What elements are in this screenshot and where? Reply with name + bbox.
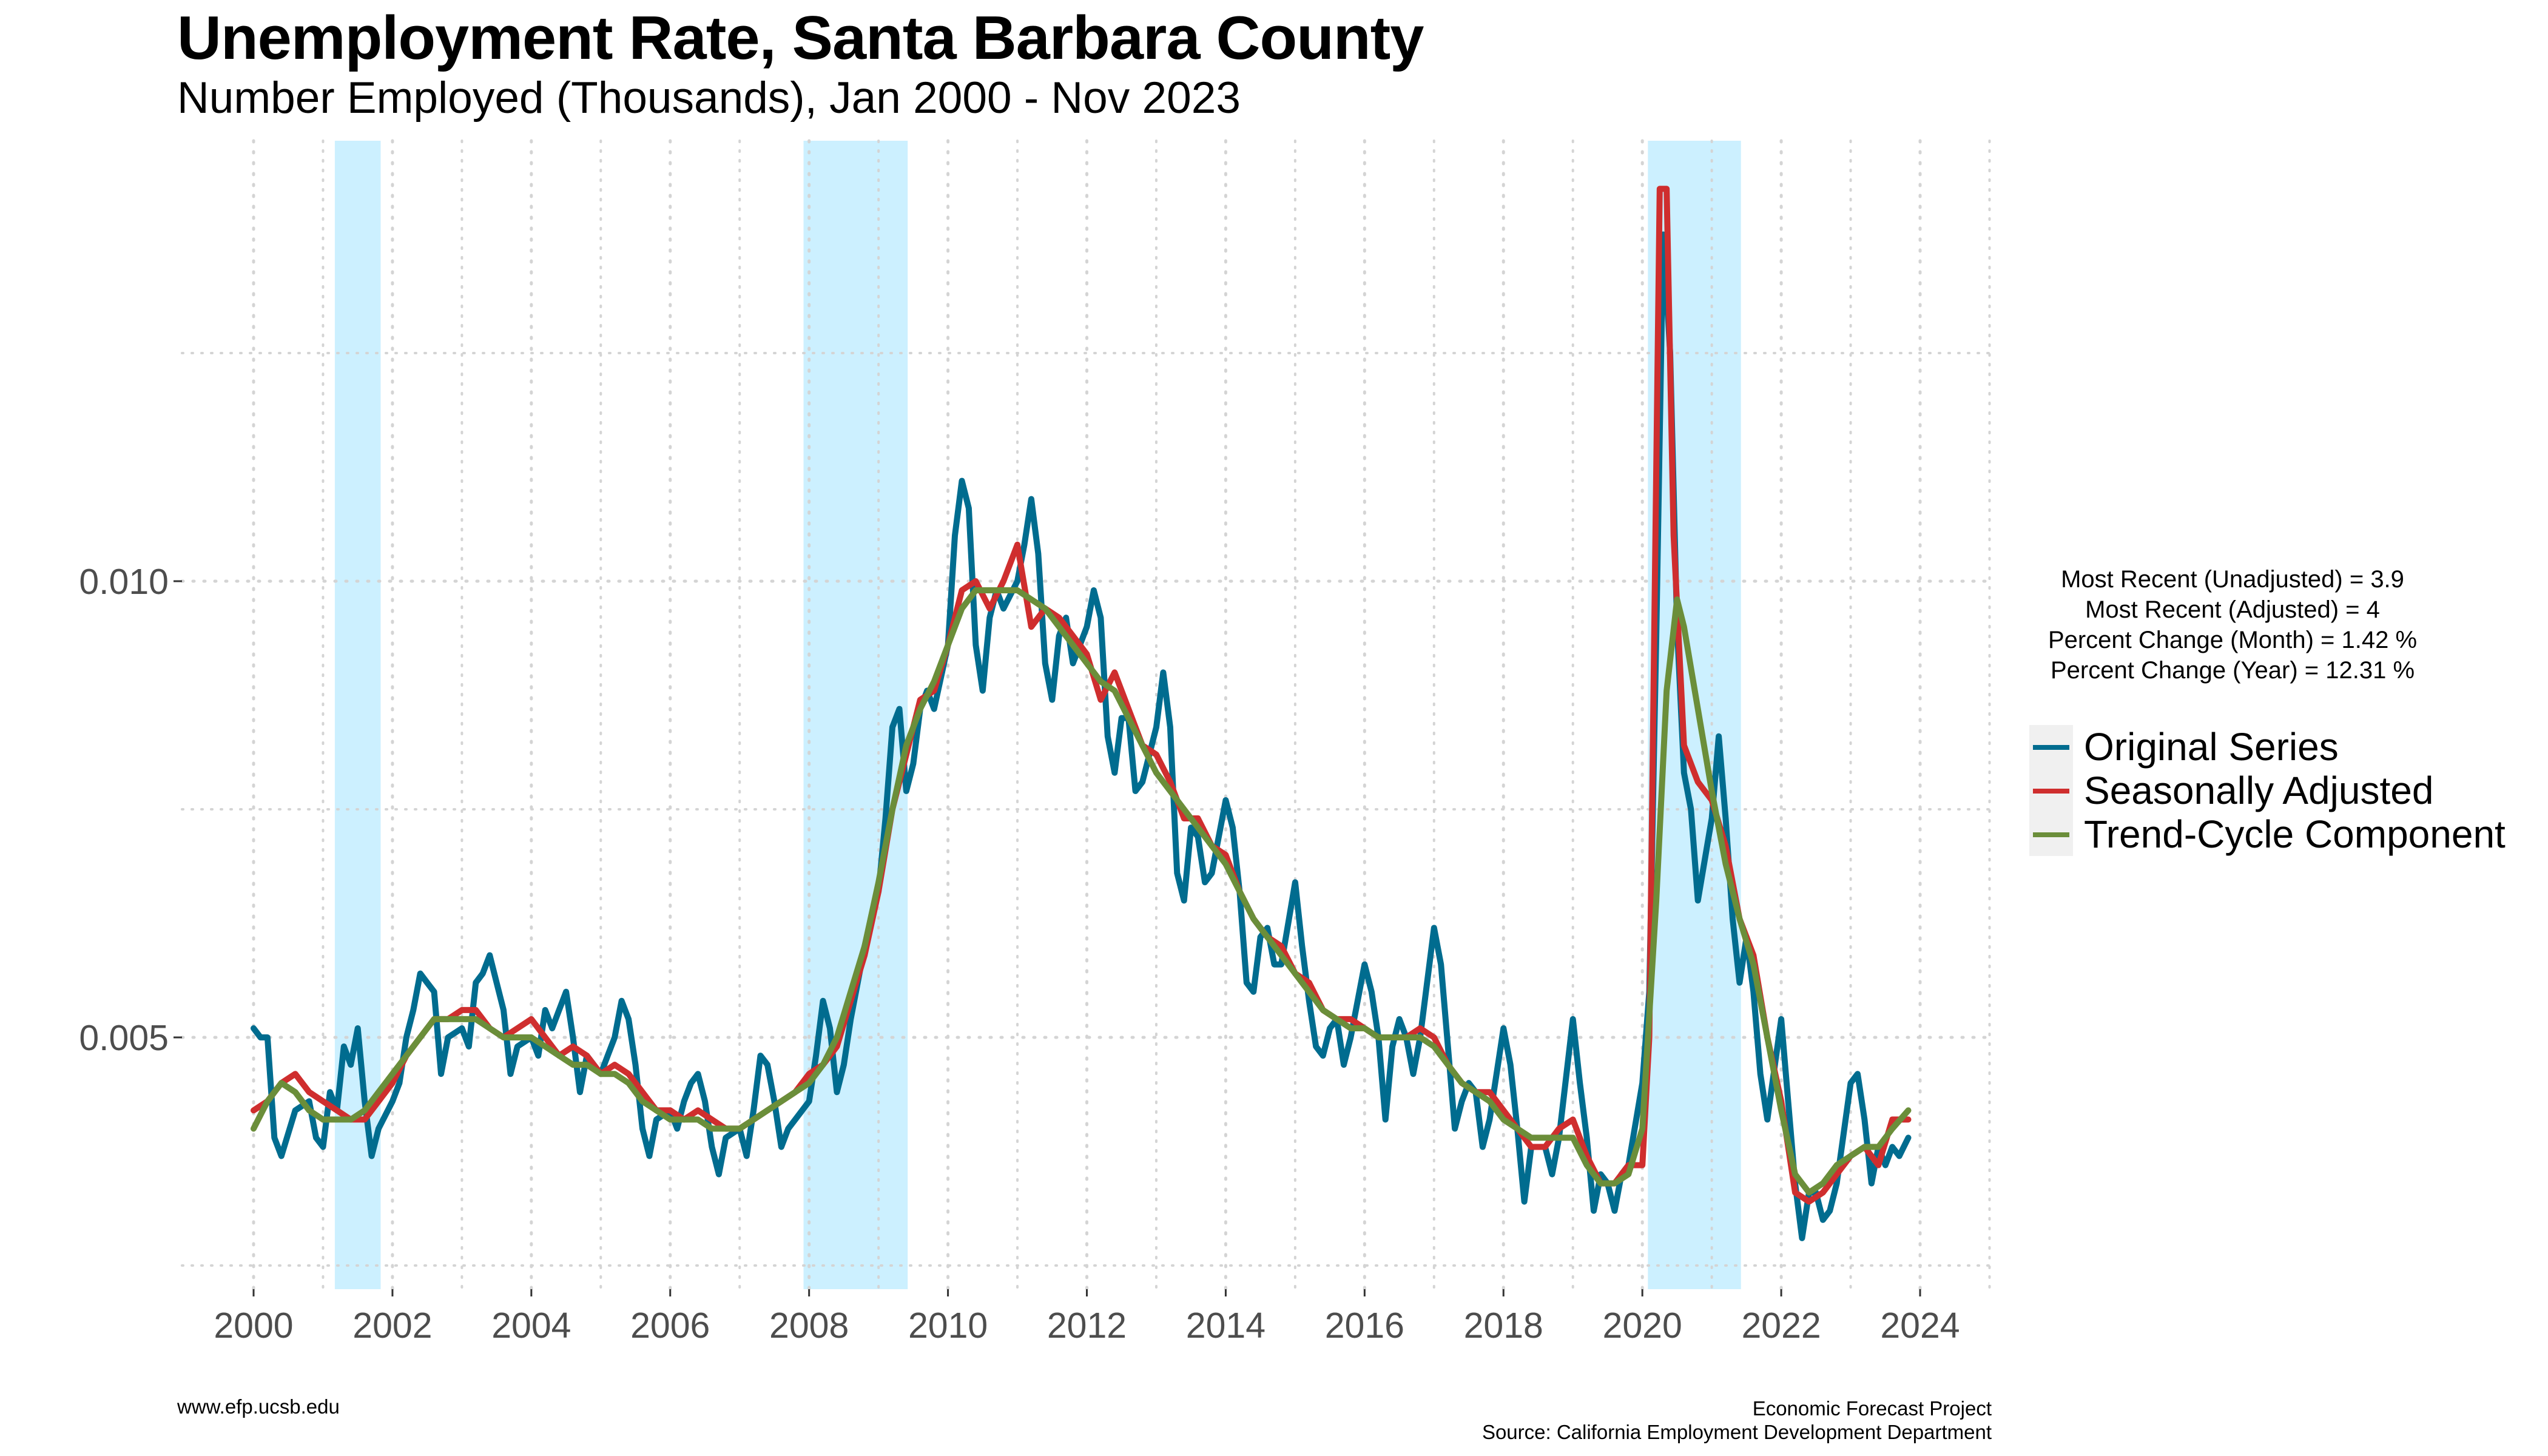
x-tick-label: 2008 <box>769 1306 849 1346</box>
footer-source: Economic Forecast Project Source: Califo… <box>1482 1397 1992 1444</box>
recession-band-1 <box>803 141 908 1289</box>
x-tick-label: 2002 <box>352 1306 432 1346</box>
legend-item-original: Original Series <box>2029 725 2506 769</box>
x-tick-label: 2000 <box>214 1306 293 1346</box>
y-tick-label: 0.005 <box>79 1018 169 1058</box>
legend-label-seasonally-adjusted: Seasonally Adjusted <box>2084 769 2434 812</box>
footer-website: www.efp.ucsb.edu <box>177 1395 340 1418</box>
x-tick-label: 2016 <box>1325 1306 1404 1346</box>
x-tick-label: 2010 <box>908 1306 988 1346</box>
series-lines <box>251 186 1912 1241</box>
stat-most-recent-adjusted: Most Recent (Adjusted) = 4 <box>2085 596 2380 623</box>
x-tick-label: 2012 <box>1047 1306 1127 1346</box>
x-tick-label: 2018 <box>1464 1306 1543 1346</box>
legend-key-original <box>2029 725 2073 769</box>
stat-percent-change-year: Percent Change (Year) = 12.31 % <box>2050 657 2415 684</box>
legend-key-trend-cycle <box>2029 812 2073 856</box>
footer-org: Economic Forecast Project <box>1752 1397 1992 1420</box>
series-line-original-series <box>251 231 1912 1241</box>
chart-subtitle: Number Employed (Thousands), Jan 2000 - … <box>177 73 1241 123</box>
axes: 2000 2002 2004 2006 2008 2010 2012 2014 2016 2018… <box>79 562 1960 1346</box>
grid-lines <box>180 139 1995 1291</box>
legend-label-original: Original Series <box>2084 725 2339 769</box>
summary-stats: Most Recent (Unadjusted) = 3.9 Most Rece… <box>2020 564 2445 686</box>
legend-label-trend-cycle: Trend-Cycle Component <box>2084 812 2506 856</box>
x-tick-label: 2006 <box>630 1306 710 1346</box>
x-tick-label: 2022 <box>1741 1306 1821 1346</box>
series-line-trend-cycle-component <box>251 587 1912 1196</box>
footer-source-text: Source: California Employment Developmen… <box>1481 1421 1992 1443</box>
x-tick-label: 2020 <box>1603 1306 1682 1346</box>
recession-bands <box>334 141 1741 1289</box>
x-tick-label: 2004 <box>491 1306 571 1346</box>
legend-key-seasonally-adjusted <box>2029 769 2073 812</box>
stat-most-recent-unadjusted: Most Recent (Unadjusted) = 3.9 <box>2061 566 2404 593</box>
stat-percent-change-month: Percent Change (Month) = 1.42 % <box>2048 627 2418 653</box>
legend: Original Series Seasonally Adjusted Tren… <box>2029 725 2506 856</box>
chart-title: Unemployment Rate, Santa Barbara County <box>177 4 1424 72</box>
y-tick-label: 0.010 <box>79 562 169 602</box>
x-tick-label: 2014 <box>1186 1306 1266 1346</box>
legend-item-seasonally-adjusted: Seasonally Adjusted <box>2029 769 2506 812</box>
x-tick-label: 2024 <box>1880 1306 1960 1346</box>
legend-item-trend-cycle: Trend-Cycle Component <box>2029 812 2506 856</box>
